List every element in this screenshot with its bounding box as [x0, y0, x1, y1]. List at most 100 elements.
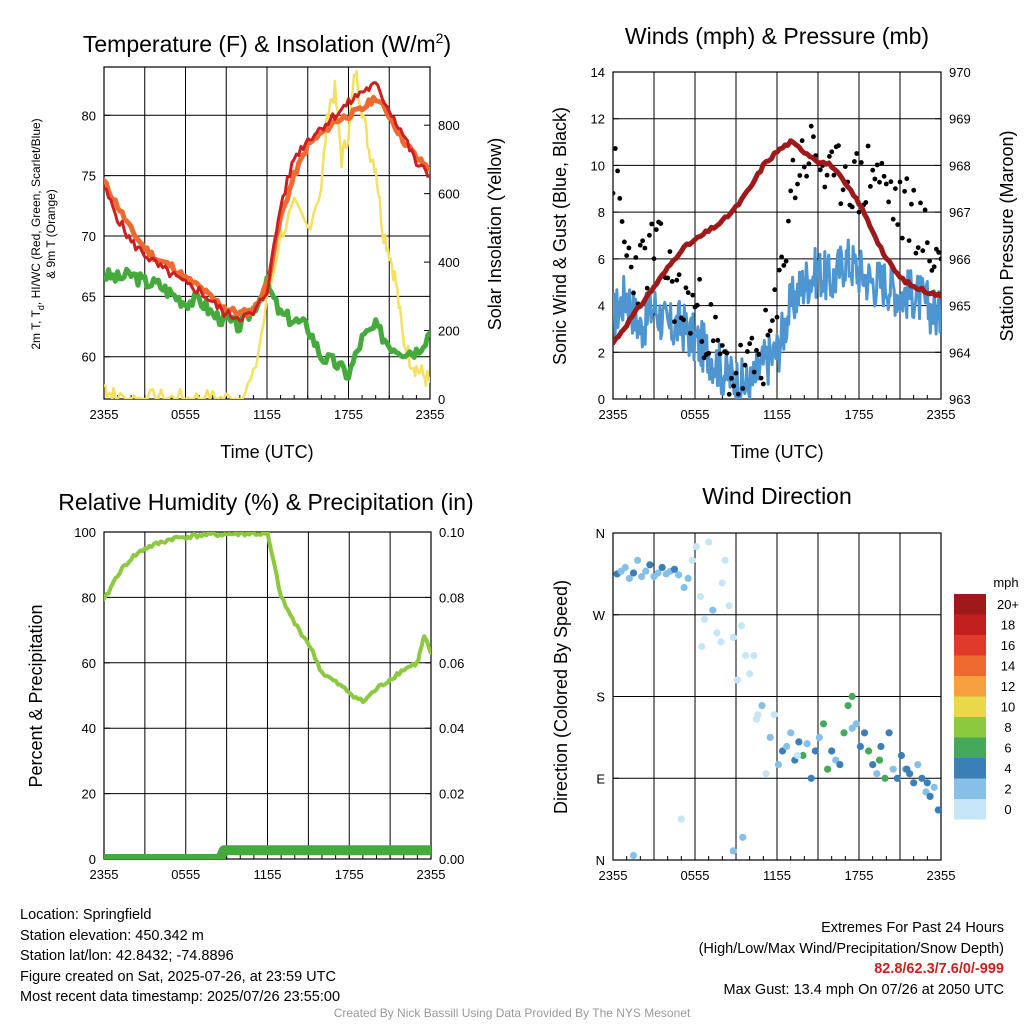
- temperature-xlabel: Time (UTC): [220, 442, 313, 462]
- gust-point: [667, 249, 673, 255]
- gust-point: [745, 349, 750, 354]
- gust-point: [754, 347, 759, 353]
- gust-point: [786, 218, 791, 224]
- direction-point: [670, 565, 679, 573]
- legend-swatch: [954, 696, 986, 717]
- x-tick-label-3: 2355: [90, 867, 119, 882]
- ylabel-sub: d: [36, 305, 46, 310]
- gust-point: [740, 386, 746, 391]
- extremes-subtitle: (High/Low/Max Wind/Precipitation/Snow De…: [698, 940, 1004, 957]
- rh-y-tick-label: 80: [82, 590, 96, 605]
- gust-point: [897, 179, 903, 185]
- precip-y-tick-label: 0.00: [439, 852, 464, 867]
- gust-point: [842, 164, 848, 170]
- rh-y-tick-label: 40: [82, 721, 96, 736]
- temp-y-tick-label: 70: [82, 229, 96, 244]
- legend-label: 20+: [997, 597, 1019, 612]
- direction-point: [717, 638, 725, 646]
- direction-point: [752, 715, 761, 723]
- gust-point: [708, 302, 714, 307]
- direction-point: [914, 761, 922, 769]
- gust-point: [658, 221, 664, 227]
- gust-point: [685, 290, 691, 295]
- rh-line: [104, 532, 431, 705]
- gust-point: [890, 216, 896, 222]
- gust-point: [694, 302, 700, 308]
- direction-point: [658, 563, 666, 572]
- direction-point: [865, 747, 873, 755]
- legend-swatch: [954, 717, 986, 738]
- gust-point: [913, 250, 919, 256]
- temp2m-line: [104, 81, 430, 323]
- gust-point: [672, 319, 677, 325]
- gust-point: [888, 179, 894, 185]
- gust-point: [899, 235, 905, 241]
- x-tick-label-1: 1755: [334, 407, 363, 422]
- plot-frame-1: [103, 66, 431, 400]
- direction-point: [873, 770, 881, 778]
- x-tick-label-4: 1755: [845, 868, 874, 883]
- gust-point: [647, 232, 652, 238]
- gust-point: [895, 222, 901, 228]
- x-tick-label-1: 2355: [90, 407, 119, 422]
- temp-y-tick-label: 80: [82, 108, 96, 123]
- wind-y-tick-label: 2: [598, 345, 605, 360]
- title-sup: 2: [436, 30, 444, 46]
- direction-point: [654, 569, 662, 577]
- latlon-text: Station lat/lon: 42.8432; -74.8896: [20, 948, 234, 964]
- direction-y-tick-label: N: [596, 853, 605, 868]
- gust-point: [920, 248, 926, 254]
- direction-point: [930, 783, 938, 791]
- x-tick-label-2: 1155: [763, 407, 791, 422]
- solar-y-tick-label: 600: [438, 187, 460, 202]
- direction-point: [926, 792, 934, 801]
- gust-point: [883, 181, 889, 187]
- direction-y-tick-label: W: [593, 608, 606, 623]
- solar-y-tick-label: 800: [438, 118, 460, 133]
- direction-point: [680, 583, 688, 592]
- gust-point: [733, 370, 739, 376]
- gust-point: [922, 207, 928, 213]
- gust-point: [651, 256, 657, 262]
- created-text: Figure created on Sat, 2025-07-26, at 23…: [20, 968, 336, 985]
- gust-point: [790, 157, 796, 163]
- x-tick-label-2: 0555: [681, 407, 710, 422]
- direction-point: [934, 806, 941, 814]
- gust-point: [619, 219, 625, 224]
- recent-data-text: Most recent data timestamp: 2025/07/26 2…: [20, 989, 341, 1005]
- solar-line: [104, 69, 430, 399]
- legend-swatch: [954, 676, 986, 697]
- gust-point: [911, 187, 917, 193]
- direction-point: [774, 761, 783, 769]
- direction-point: [762, 770, 770, 778]
- gust-point: [863, 200, 869, 205]
- direction-y-tick-label: S: [596, 690, 605, 705]
- direction-point: [621, 563, 629, 572]
- gust-point: [681, 317, 686, 323]
- solar-y-tick-label: 400: [438, 255, 460, 270]
- gust-point: [706, 350, 712, 356]
- gust-point: [788, 188, 794, 194]
- direction-point: [634, 556, 642, 564]
- gust-point: [742, 362, 748, 368]
- gust-point: [644, 285, 650, 291]
- gust-point: [918, 200, 923, 206]
- direction-point: [828, 747, 836, 755]
- direction-y-tick-label: N: [596, 526, 605, 541]
- gust-point: [865, 143, 871, 149]
- gust-point: [731, 383, 737, 389]
- gust-point: [653, 227, 659, 233]
- direction-point: [803, 740, 811, 748]
- gust-point: [893, 186, 898, 192]
- gust-point: [633, 255, 639, 260]
- precip-y-tick-label: 0.04: [439, 721, 464, 736]
- direction-point: [629, 569, 638, 577]
- gust-point: [683, 285, 689, 291]
- direction-point: [893, 774, 901, 782]
- legend-label: 6: [1004, 741, 1011, 756]
- gust-point: [792, 195, 798, 201]
- gust-point: [622, 239, 627, 245]
- x-tick-label-2: 2355: [599, 407, 628, 422]
- direction-point: [770, 711, 778, 719]
- direction-point: [725, 602, 733, 610]
